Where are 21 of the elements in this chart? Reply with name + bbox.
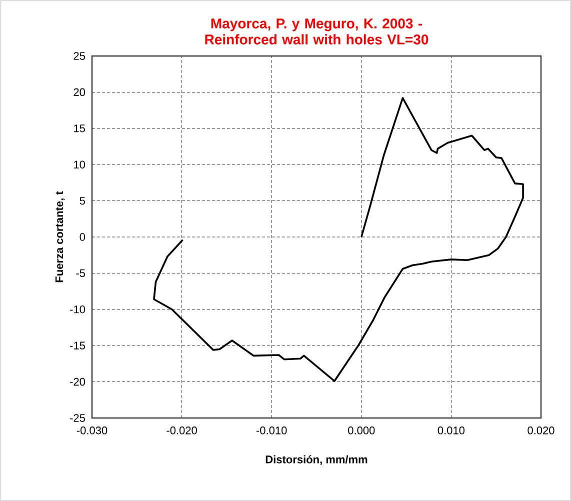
- y-tick-label: -20: [70, 378, 86, 386]
- x-tick-label: 0.010: [438, 426, 465, 434]
- y-tick-label: -5: [76, 269, 85, 278]
- y-tick-label: 10: [74, 160, 86, 168]
- y-tick-label: 15: [74, 124, 85, 132]
- x-tick-label: 0.000: [348, 426, 375, 434]
- y-tick-label: 20: [74, 88, 86, 96]
- line-series: [153, 97, 524, 382]
- y-tick-label: 0: [80, 233, 86, 241]
- y-tick-label: 25: [74, 52, 85, 60]
- y-tick-label: -15: [70, 342, 85, 350]
- x-tick-label: -0.030: [76, 426, 108, 434]
- x-tick-label: 0.020: [528, 426, 554, 434]
- x-tick-label: -0.010: [256, 426, 287, 434]
- y-tick-label: 5: [80, 196, 85, 205]
- x-tick-label: -0.020: [166, 426, 197, 434]
- y-tick-label: -25: [70, 414, 85, 422]
- x-axis-title: Distorsión, mm/mm: [266, 455, 368, 465]
- y-tick-label: -10: [70, 306, 86, 314]
- y-axis-title: Fuerza cortante, t: [55, 191, 65, 282]
- chart-title: Mayorca, P. y Meguro, K. 2003 - Reinforced wall with holes VL=30: [205, 18, 428, 44]
